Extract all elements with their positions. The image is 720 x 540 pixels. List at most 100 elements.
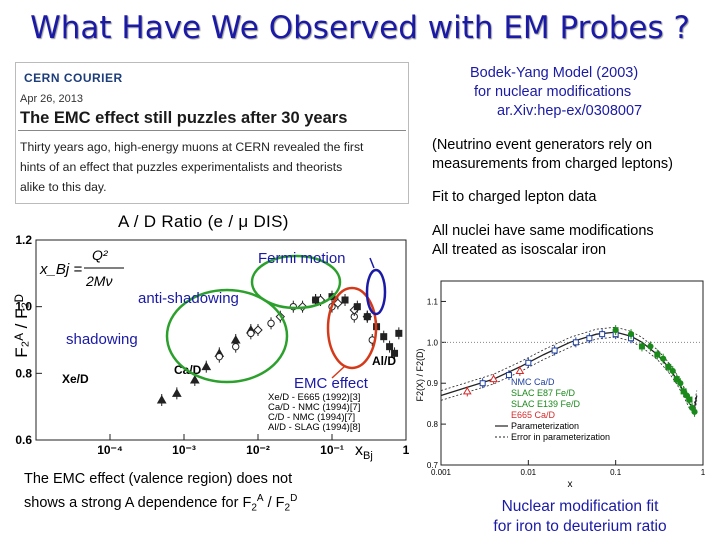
legend-entry: Al/D - SLAG (1994)[8] — [268, 422, 360, 433]
data-point — [586, 335, 593, 342]
legend-entry: Error in parameterization — [511, 432, 610, 442]
news-body-line: Thirty years ago, high-energy muons at C… — [20, 140, 364, 154]
data-point — [638, 343, 645, 350]
model-line-1: Bodek-Yang Model (2003) — [470, 65, 639, 81]
antishadowing-highlight — [250, 254, 342, 310]
emc-conclusion-line2: shows a strong A dependence for F2A / F2… — [24, 489, 297, 518]
all-nuclei-note-2: All treated as isoscalar iron — [432, 242, 607, 258]
x-tick-label: 1 — [403, 443, 410, 457]
ratio-plot-x-label: xBj — [355, 442, 373, 462]
sup: D — [290, 493, 298, 504]
emc-conclusion: The EMC effect (valence region) does not… — [24, 470, 297, 518]
data-point — [647, 343, 654, 350]
data-point — [525, 359, 532, 366]
error-band-lower — [440, 336, 698, 414]
data-point — [171, 388, 182, 397]
data-point — [353, 303, 361, 311]
x-label-sub: Bj — [363, 450, 373, 463]
data-point — [673, 376, 680, 383]
y-tick-label: 0.8 — [15, 366, 32, 380]
news-body-line: alike to this day. — [20, 180, 107, 194]
legend-entry: SLAC E139 Fe/D — [511, 399, 581, 409]
ratio-plot-title: A / D Ratio (e / μ DIS) — [118, 212, 289, 231]
data-point — [189, 374, 200, 384]
data-point — [669, 367, 676, 375]
news-body: Thirty years ago, high-energy muons at C… — [20, 137, 405, 197]
mid-text: / F — [263, 494, 285, 511]
news-clipping: CERN COURIER Apr 26, 2013 The EMC effect… — [15, 62, 409, 204]
x-tick-label: 0.1 — [610, 468, 622, 477]
x-tick-label: 0.001 — [431, 468, 452, 477]
legend-entry: Xe/D - E665 (1992)[3] — [268, 392, 360, 403]
y-tick-label: 1.0 — [427, 338, 439, 347]
legend-entry: SLAC E87 Fe/D — [511, 388, 576, 398]
fit-note: Fit to charged lepton data — [432, 189, 597, 205]
fit-caption-line1: Nuclear modification fit — [501, 498, 659, 515]
data-point — [201, 361, 212, 371]
all-nuclei-note-1: All nuclei have same modifications — [432, 223, 654, 239]
data-point — [267, 319, 275, 328]
y-tick-label: 1.1 — [427, 297, 439, 306]
data-point — [515, 366, 525, 374]
data-point — [677, 380, 684, 387]
data-point — [253, 325, 263, 335]
fermi-highlight — [365, 268, 387, 316]
legend-entry: Ca/D - NMC (1994)[7] — [268, 402, 360, 413]
data-point — [572, 339, 579, 346]
ratio-points — [156, 290, 403, 406]
legend-entry: NMC Ca/D — [511, 377, 555, 387]
data-point — [612, 326, 619, 334]
data-point — [232, 342, 240, 351]
ratio-legend: Xe/D - E665 (1992)[3] Ca/D - NMC (1994)[… — [268, 392, 360, 433]
data-point — [395, 329, 403, 337]
data-point — [341, 296, 349, 304]
news-date: Apr 26, 2013 — [20, 93, 83, 105]
shadowing-highlight — [165, 288, 289, 384]
data-point — [156, 394, 167, 404]
fit-plot-frame — [440, 280, 704, 466]
fit-y-label: F2(X) / F2(D) — [415, 348, 425, 401]
data-point — [363, 313, 371, 321]
ratio-ticks: 0.6 0.8 1.0 1.2 10⁻⁴ 10⁻³ 10⁻² 10⁻¹ 1 — [15, 233, 409, 457]
news-headline: The EMC effect still puzzles after 30 ye… — [20, 109, 348, 127]
fit-ticks: 0.7 0.8 0.9 1.0 1.1 0.001 0.01 0.1 1 — [427, 297, 706, 477]
fermi-arrow — [369, 257, 375, 269]
data-point — [391, 349, 399, 357]
fit-caption: Nuclear modification fit for iron to deu… — [470, 497, 690, 537]
ratio-plot-frame — [35, 239, 407, 441]
fit-x-label: x — [568, 479, 573, 490]
sub: 2 — [251, 502, 257, 514]
formula-denominator: 2Mν — [85, 273, 112, 289]
data-point — [489, 374, 498, 383]
panel-label: Al/D — [372, 354, 396, 368]
slide-title: What Have We Observed with EM Probes ? — [30, 10, 690, 46]
sup: A — [256, 493, 264, 504]
news-source: CERN COURIER — [24, 71, 123, 85]
emc-arrow — [331, 365, 346, 379]
data-point — [505, 372, 512, 379]
model-line-2: for nuclear modifications — [474, 84, 632, 100]
data-point — [479, 380, 486, 387]
formula-lhs: x_Bj = — [39, 261, 82, 278]
y-tick-label: 0.8 — [427, 420, 439, 429]
x-tick-label: 1 — [701, 468, 706, 477]
panel-label: Xe/D — [62, 372, 89, 386]
formula-numerator: Q² — [92, 247, 109, 263]
neutrino-note-1: (Neutrino event generators rely on — [432, 137, 653, 153]
y-tick-label: 0.9 — [427, 379, 439, 388]
data-point — [665, 363, 672, 370]
y-tick-label: 1.2 — [15, 233, 32, 247]
x-tick-label: 10⁻³ — [172, 443, 196, 457]
x-tick-label: 10⁻¹ — [320, 443, 344, 457]
fit-caption-line2: for iron to deuterium ratio — [493, 518, 667, 535]
data-point — [660, 355, 667, 362]
emc-highlight — [326, 286, 378, 370]
data-point — [215, 352, 224, 361]
y-tick-label: 0.7 — [427, 461, 439, 470]
y-tick-label: 0.6 — [15, 433, 32, 447]
data-point — [654, 351, 661, 358]
data-point — [386, 343, 394, 351]
antishadowing-label: anti-shadowing — [138, 290, 239, 307]
neutrino-note-2: measurements from charged leptons) — [432, 156, 673, 172]
data-point — [462, 386, 472, 395]
